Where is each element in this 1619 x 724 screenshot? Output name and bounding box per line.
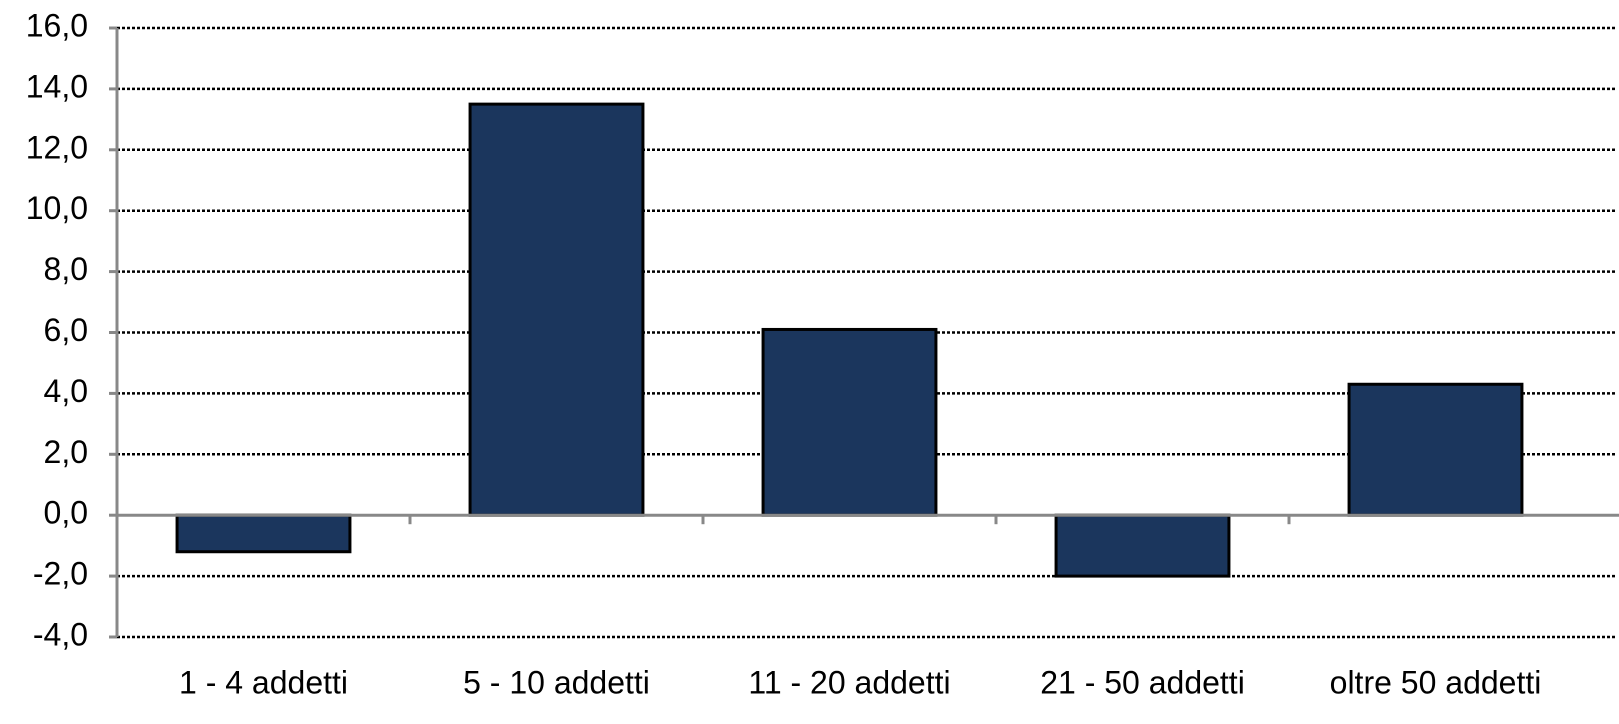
x-tick-label: 11 - 20 addetti [748, 664, 950, 700]
y-tick-label: 16,0 [26, 7, 88, 43]
y-tick-label: 12,0 [26, 129, 88, 165]
y-tick-label: 8,0 [44, 251, 88, 287]
bar [1347, 382, 1524, 517]
x-tick-label: 21 - 50 addetti [1040, 664, 1245, 700]
x-tick-label: 5 - 10 addetti [463, 664, 650, 700]
y-tick-label: 14,0 [26, 68, 88, 104]
y-tick-label: 0,0 [44, 495, 88, 531]
bar [761, 327, 938, 517]
x-tick-label: 1 - 4 addetti [179, 664, 348, 700]
y-tick-label: 2,0 [44, 434, 88, 470]
bar [468, 102, 645, 517]
y-tick-label: -4,0 [33, 616, 88, 652]
x-tick-label: oltre 50 addetti [1330, 664, 1542, 700]
y-tick-label: 10,0 [26, 190, 88, 226]
y-tick-label: 6,0 [44, 312, 88, 348]
bar [1054, 513, 1231, 578]
bar [175, 513, 352, 554]
y-tick-label: 4,0 [44, 373, 88, 409]
y-tick-label: -2,0 [33, 556, 88, 592]
